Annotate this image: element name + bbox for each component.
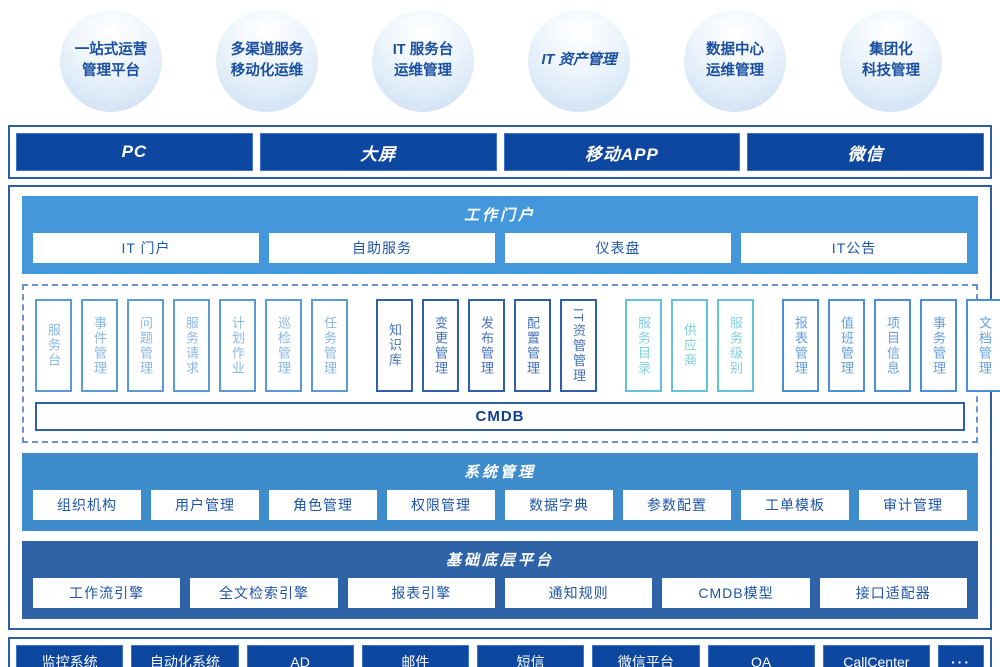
module-knowledge-base: 知识库 [376, 299, 413, 392]
module-service-catalog: 服务目录 [625, 299, 662, 392]
bubble-group-tech-mgmt: 集团化 科技管理 [840, 10, 942, 112]
platform-container: 工作门户 IT 门户 自助服务 仪表盘 IT公告 服务台 事件管理 问题管理 服… [8, 185, 1000, 630]
platform-item-report-engine: 报表引擎 [347, 578, 495, 608]
base-platform-band: 基础底层平台 工作流引擎 全文检索引擎 报表引擎 通知规则 CMDB模型 接口适… [22, 541, 978, 619]
system-item-org-structure: 组织机构 [33, 490, 141, 520]
channel-pc: PC [16, 133, 253, 171]
module-problem-mgmt: 问题管理 [127, 299, 164, 392]
bubble-text-line: 多渠道服务 [230, 41, 304, 58]
module-it-asset-mgmt: IT资管管理 [560, 299, 597, 392]
cmdb-bar: CMDB [35, 402, 965, 431]
system-item-permission-mgmt: 权限管理 [387, 490, 495, 520]
module-scheduled-job: 计划作业 [219, 299, 256, 392]
module-report-mgmt: 报表管理 [782, 299, 819, 392]
bubble-it-service-desk-ops: IT 服务台 运维管理 [372, 10, 474, 112]
module-service-desk: 服务台 [35, 299, 72, 392]
system-item-parameter-config: 参数配置 [623, 490, 731, 520]
integration-automation-system: 自动化系统 [131, 645, 239, 667]
bubble-text-line: IT 资产管理 [541, 52, 617, 69]
work-portal-title: 工作门户 [463, 207, 536, 224]
channel-mobile-app: 移动APP [503, 133, 741, 171]
platform-item-interface-adapter: 接口适配器 [819, 578, 967, 608]
system-mgmt-title: 系统管理 [463, 464, 536, 481]
platform-item-notification-rule: 通知规则 [504, 578, 653, 608]
base-platform-items: 工作流引擎 全文检索引擎 报表引擎 通知规则 CMDB模型 接口适配器 [33, 578, 967, 608]
bubble-text-line: 运维管理 [706, 63, 764, 79]
work-portal-band: 工作门户 IT 门户 自助服务 仪表盘 IT公告 [22, 196, 978, 274]
module-task-mgmt: 任务管理 [311, 299, 348, 392]
module-affair-mgmt: 事务管理 [920, 299, 957, 392]
integration-ad: AD [246, 645, 354, 667]
integrations-bar: 监控系统 自动化系统 AD 邮件 短信 微信平台 OA CallCenter ·… [8, 637, 992, 667]
bubble-one-stop-ops: 一站式运营 管理平台 [60, 10, 162, 112]
portal-item-self-service: 自助服务 [269, 233, 495, 263]
channel-wechat: 微信 [747, 133, 984, 171]
integration-oa: OA [707, 645, 815, 667]
module-config-mgmt: 配置管理 [514, 299, 551, 392]
module-change-mgmt: 变更管理 [422, 299, 459, 392]
integration-email: 邮件 [361, 645, 469, 667]
bubble-multichannel-mobile-ops: 多渠道服务 移动化运维 [216, 10, 318, 112]
module-supplier: 供应商 [671, 299, 708, 392]
platform-item-fulltext-search-engine: 全文检索引擎 [190, 578, 338, 608]
platform-item-cmdb-model: CMDB模型 [662, 578, 810, 608]
system-item-role-mgmt: 角色管理 [269, 490, 377, 520]
system-item-user-mgmt: 用户管理 [151, 490, 259, 520]
capability-bubbles-row: 一站式运营 管理平台 多渠道服务 移动化运维 IT 服务台 运维管理 IT 资产… [0, 0, 1000, 112]
system-mgmt-band: 系统管理 组织机构 用户管理 角色管理 权限管理 数据字典 参数配置 工单模板 … [22, 453, 978, 531]
integration-sms: 短信 [477, 645, 585, 667]
integration-monitoring-system: 监控系统 [16, 645, 124, 667]
platform-item-workflow-engine: 工作流引擎 [33, 578, 181, 608]
module-incident-mgmt: 事件管理 [81, 299, 118, 392]
integration-more: ··· [938, 645, 984, 667]
bubble-text-line: 科技管理 [862, 63, 920, 79]
bubble-text-line: IT 服务台 [392, 41, 454, 58]
bubble-text-line: 管理平台 [82, 63, 140, 79]
module-duty-mgmt: 值班管理 [828, 299, 865, 392]
itsm-modules-row: 服务台 事件管理 问题管理 服务请求 计划作业 巡检管理 任务管理 知识库 变更… [35, 299, 1000, 392]
system-mgmt-items: 组织机构 用户管理 角色管理 权限管理 数据字典 参数配置 工单模板 审计管理 [33, 490, 967, 520]
channel-big-screen: 大屏 [259, 133, 497, 171]
bubble-text-line: 一站式运营 [74, 41, 148, 58]
bubble-datacenter-ops: 数据中心 运维管理 [684, 10, 786, 112]
bubble-text-line: 集团化 [869, 41, 913, 58]
bubble-text-line: 移动化运维 [230, 63, 304, 79]
bubble-it-asset-mgmt: IT 资产管理 [528, 10, 630, 112]
module-service-level: 服务级别 [717, 299, 754, 392]
portal-item-it-portal: IT 门户 [33, 233, 259, 263]
system-item-audit-mgmt: 审计管理 [859, 490, 967, 520]
bubble-text-line: 数据中心 [706, 41, 764, 58]
system-item-ticket-template: 工单模板 [741, 490, 849, 520]
module-document-mgmt: 文档管理 [966, 299, 1000, 392]
channels-bar: PC 大屏 移动APP 微信 [8, 125, 992, 179]
module-project-info: 项目信息 [874, 299, 911, 392]
base-platform-title: 基础底层平台 [445, 552, 554, 569]
work-portal-items: IT 门户 自助服务 仪表盘 IT公告 [33, 233, 967, 263]
integration-callcenter: CallCenter [822, 645, 930, 667]
module-release-mgmt: 发布管理 [468, 299, 505, 392]
system-item-data-dictionary: 数据字典 [505, 490, 613, 520]
portal-item-it-notice: IT公告 [741, 233, 967, 263]
bubble-text-line: 运维管理 [394, 63, 452, 79]
integration-wechat-platform: 微信平台 [592, 645, 700, 667]
itsm-modules-area: 服务台 事件管理 问题管理 服务请求 计划作业 巡检管理 任务管理 知识库 变更… [22, 284, 1000, 443]
module-service-request: 服务请求 [173, 299, 210, 392]
portal-item-dashboard: 仪表盘 [505, 233, 731, 263]
module-inspection-mgmt: 巡检管理 [265, 299, 302, 392]
